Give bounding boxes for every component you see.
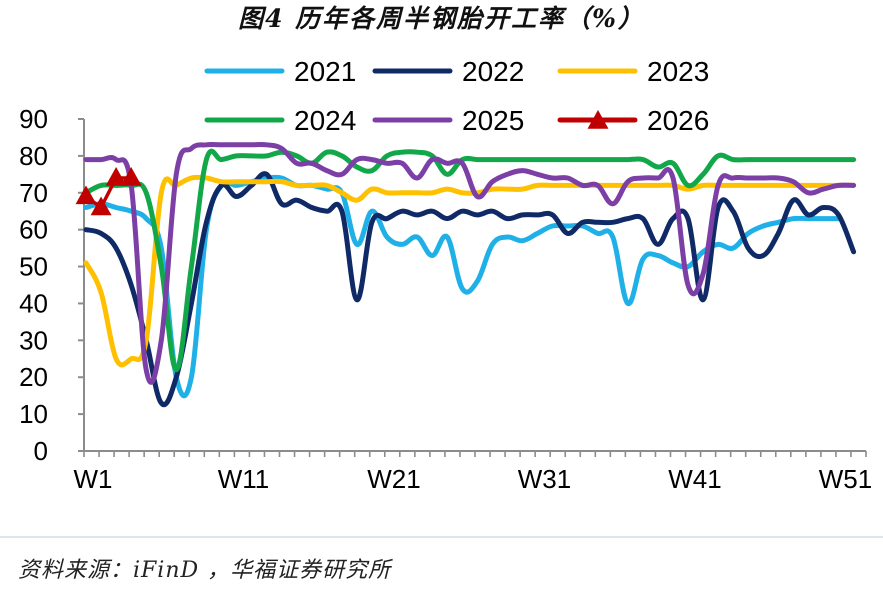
series-line xyxy=(83,174,857,368)
plot-lines xyxy=(75,142,857,408)
series-2023 xyxy=(83,174,857,368)
x-tick-label: W21 xyxy=(367,464,420,494)
legend: 2021 2022 2023 2024 2025 2026 xyxy=(204,56,709,136)
legend-item-2026: 2026 xyxy=(557,105,709,136)
legend-item-2023: 2023 xyxy=(557,56,709,87)
y-tick-label: 80 xyxy=(19,141,48,171)
line-chart: 0 10 20 30 40 50 60 70 80 90 W1 W11 W21 W31 W41 W51 202… xyxy=(19,56,872,494)
legend-item-2021: 2021 xyxy=(204,56,356,87)
y-tick-label: 20 xyxy=(19,362,48,392)
y-tick-label: 0 xyxy=(34,436,48,466)
x-tick-label: W11 xyxy=(218,464,270,494)
y-tick-label: 90 xyxy=(19,104,48,134)
y-tick-label: 10 xyxy=(19,399,48,429)
triangle-marker-icon xyxy=(120,167,142,186)
legend-label: 2021 xyxy=(294,56,356,87)
y-tick-label: 50 xyxy=(19,252,48,282)
legend-label: 2025 xyxy=(462,105,524,136)
y-tick-label: 40 xyxy=(19,288,48,318)
chart-title: 图4 历年各周半钢胎开工率（%） xyxy=(238,4,645,33)
legend-item-2025: 2025 xyxy=(372,105,524,136)
series-2022 xyxy=(83,171,857,408)
legend-label: 2022 xyxy=(462,56,524,87)
series-2026 xyxy=(75,167,142,216)
triangle-marker-icon xyxy=(105,167,127,186)
series-line xyxy=(83,142,857,385)
x-tick-label: W51 xyxy=(819,464,872,494)
x-tick-label: W31 xyxy=(518,464,571,494)
x-tick-label: W1 xyxy=(74,464,113,494)
x-tick-label: W41 xyxy=(668,464,721,494)
series-line xyxy=(83,171,857,408)
triangle-marker-icon xyxy=(90,196,112,216)
axes: 0 10 20 30 40 50 60 70 80 90 W1 W11 W21 W31 W41 W51 xyxy=(19,104,872,494)
legend-item-2024: 2024 xyxy=(204,105,356,136)
legend-label: 2026 xyxy=(647,105,709,136)
y-tick-label: 70 xyxy=(19,178,48,208)
legend-label: 2023 xyxy=(647,56,709,87)
series-2024 xyxy=(83,148,857,373)
series-2025 xyxy=(83,142,857,385)
triangle-marker-icon xyxy=(587,110,609,129)
series-line xyxy=(83,148,857,373)
y-tick-label: 30 xyxy=(19,325,48,355)
divider xyxy=(0,536,883,538)
legend-label: 2024 xyxy=(294,105,356,136)
source-note: 资料来源：iFinD ，华福证券研究所 xyxy=(18,558,392,583)
legend-item-2022: 2022 xyxy=(372,56,524,87)
y-tick-label: 60 xyxy=(19,215,48,245)
triangle-marker-icon xyxy=(75,185,97,205)
